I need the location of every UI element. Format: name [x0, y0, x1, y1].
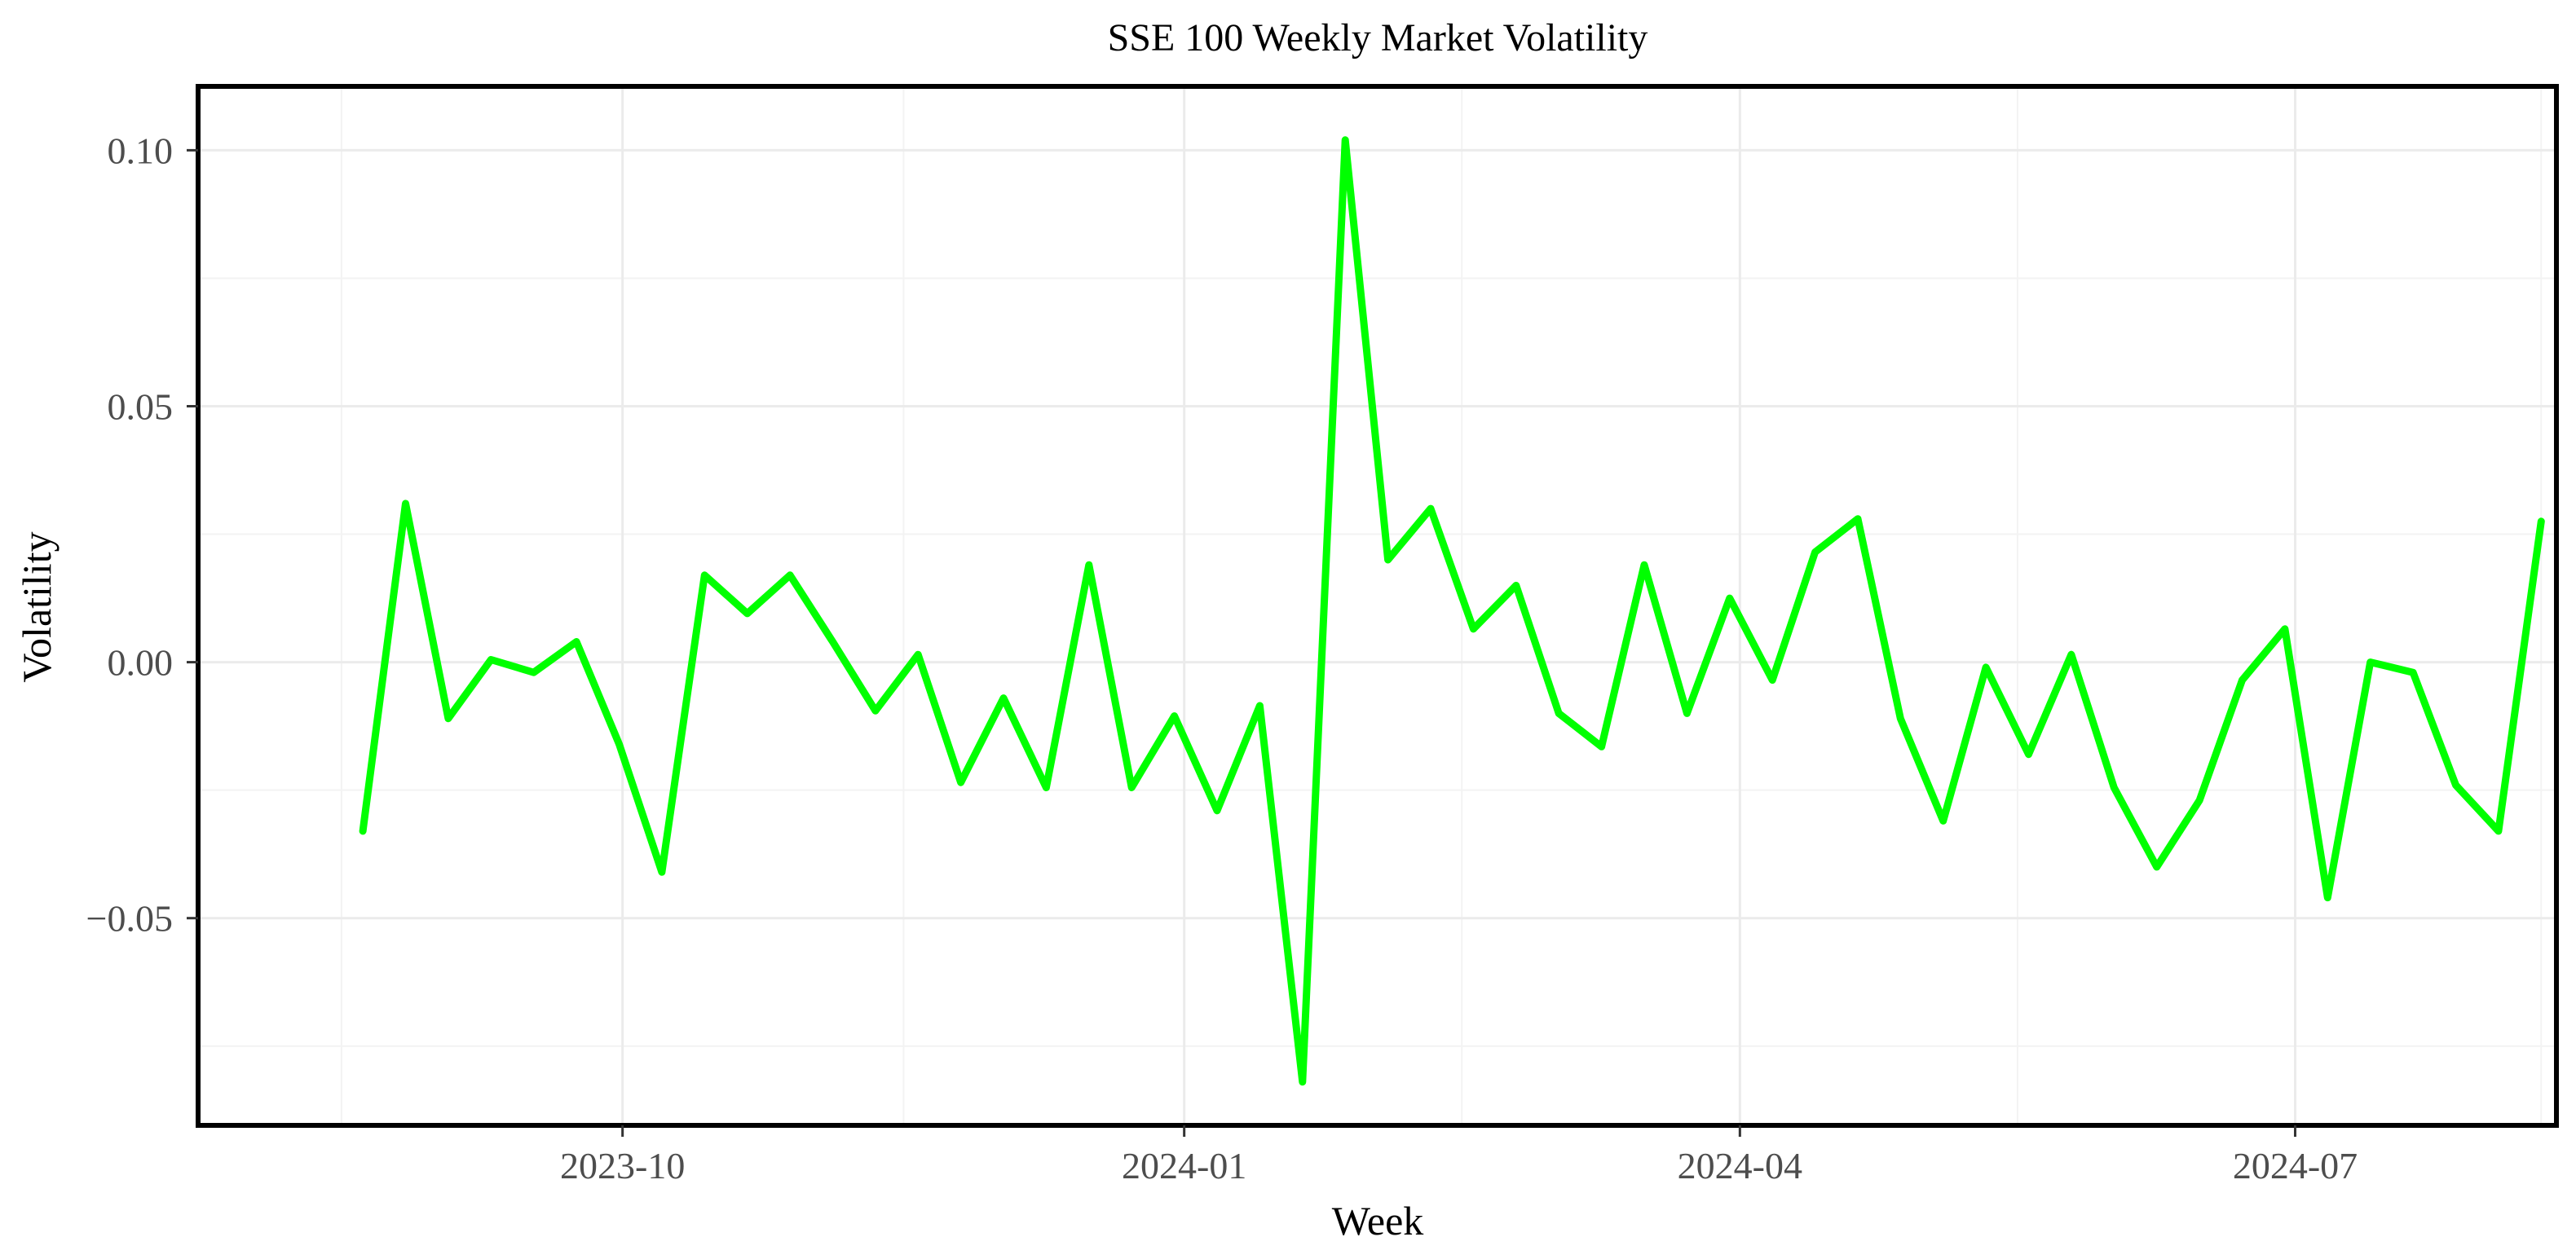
x-tick-label: 2024-01	[1122, 1145, 1246, 1186]
x-axis-title: Week	[1332, 1198, 1424, 1244]
y-tick-label: 0.10	[108, 130, 174, 171]
x-axis: 2023-10 2024-01 2024-04 2024-07	[560, 1125, 2358, 1186]
y-tick-label: 0.00	[108, 642, 174, 684]
y-tick-label: 0.05	[108, 385, 174, 427]
y-axis: 0.10 0.05 0.00 −0.05	[86, 130, 198, 940]
x-tick-label: 2024-07	[2233, 1145, 2358, 1186]
x-tick-label: 2024-04	[1678, 1145, 1802, 1186]
volatility-line	[359, 136, 2545, 1086]
x-tick-label: 2023-10	[560, 1145, 685, 1186]
grid-lines	[201, 89, 2554, 1123]
y-axis-title: Volatility	[14, 531, 60, 682]
y-tick-label: −0.05	[86, 898, 173, 940]
series-layer	[359, 136, 2545, 1086]
chart-title: SSE 100 Weekly Market Volatility	[1108, 16, 1648, 59]
plot-frame	[196, 84, 2559, 1128]
